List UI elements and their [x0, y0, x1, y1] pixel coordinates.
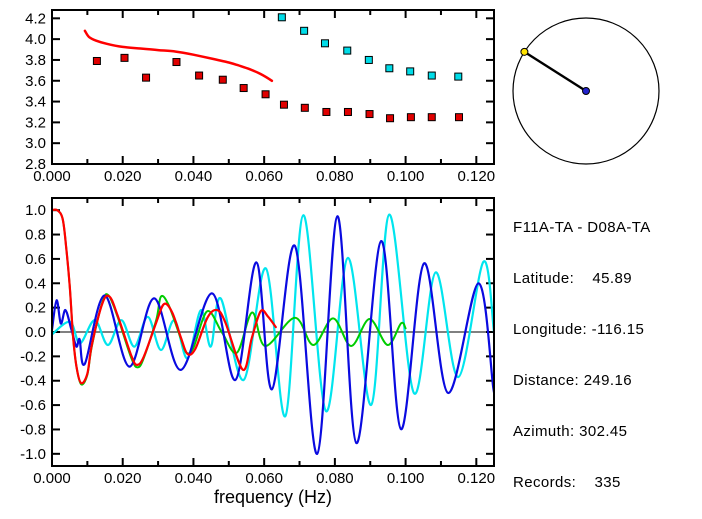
x-tick-label: 0.060 [245, 168, 283, 185]
group-velocity-picks-marker [261, 90, 270, 99]
station-center-dot [582, 87, 590, 95]
phase-velocity-picks-marker [300, 26, 309, 35]
group-velocity-picks-marker [120, 53, 129, 62]
y-tick-label: -1.0 [20, 446, 46, 463]
x-tick-label: 0.000 [33, 168, 71, 185]
phase-velocity-picks-marker [427, 71, 436, 80]
distance-line: Distance: 249.16 [513, 372, 632, 389]
group-velocity-picks-marker [172, 58, 181, 67]
x-tick-label: 0.040 [175, 168, 213, 185]
y-tick-label: 0.6 [25, 251, 46, 268]
phase-velocity-picks-marker [364, 55, 373, 64]
longitude-line: Longitude: -116.15 [513, 321, 645, 338]
azimuth-line: Azimuth: 302.45 [513, 423, 628, 440]
group-velocity-picks-marker [427, 113, 436, 122]
dial-circle [512, 17, 660, 165]
y-tick-label: 0.2 [25, 300, 46, 317]
y-tick-label: 2.8 [25, 156, 46, 173]
y-tick-label: 3.0 [25, 135, 46, 152]
group-velocity-picks-marker [279, 100, 288, 109]
y-tick-label: 3.4 [25, 94, 46, 111]
station-azimuth-dot [520, 47, 529, 56]
x-tick-label: 0.080 [316, 470, 354, 487]
group-velocity-picks-marker [454, 113, 463, 122]
plot-frame [51, 9, 495, 165]
y-tick-label: 4.0 [25, 31, 46, 48]
info-panel: F11A-TA - D08A-TA Latitude: 45.89 Longit… [513, 185, 651, 519]
x-tick-label: 0.080 [316, 168, 354, 185]
x-tick-label: 0.120 [458, 168, 496, 185]
group-velocity-picks-marker [406, 113, 415, 122]
x-tick-label: 0.020 [104, 470, 142, 487]
x-tick-label: 0.040 [175, 470, 213, 487]
y-tick-label: 3.6 [25, 73, 46, 90]
cross-spectrum-plot: 0.000 0.020 0.040 0.060 0.080 0.100 0.120 -1.0 -… [20, 197, 496, 507]
group-velocity-picks-marker [300, 103, 309, 112]
y-tick-label: -0.4 [20, 373, 46, 390]
records-line: Records: 335 [513, 474, 621, 491]
y-tick-label: 0.8 [25, 227, 46, 244]
x-tick-label: 0.000 [33, 470, 71, 487]
group-velocity-picks-marker [365, 110, 374, 119]
cyan-trace-series [51, 213, 495, 418]
dispersion-plot: 0.000 0.020 0.040 0.060 0.080 0.100 0.120 2.8 3.… [25, 9, 496, 185]
x-tick-label: 0.020 [104, 168, 142, 185]
y-tick-label: 0.4 [25, 275, 46, 292]
y-tick-label: 3.2 [25, 114, 46, 131]
plot-frame [51, 197, 495, 467]
x-tick-label: 0.060 [245, 470, 283, 487]
y-tick-label: 0.0 [25, 324, 46, 341]
station-pair-label: F11A-TA - D08A-TA [513, 219, 651, 236]
y-tick-label: -0.8 [20, 421, 46, 438]
y-tick-label: -0.6 [20, 397, 46, 414]
group-velocity-picks-marker [239, 84, 248, 93]
y-tick-label: 4.2 [25, 10, 46, 27]
azimuth-pointer [523, 50, 587, 93]
group-velocity-picks-marker [386, 114, 395, 123]
red-trace-series [51, 208, 277, 385]
phase-velocity-picks-marker [343, 46, 352, 55]
x-tick-label: 0.100 [387, 168, 425, 185]
phase-velocity-picks-marker [406, 67, 415, 76]
group-velocity-picks-marker [322, 107, 331, 116]
group-velocity-picks-marker [92, 56, 101, 65]
phase-velocity-picks-marker [277, 13, 286, 22]
phase-velocity-picks-marker [385, 64, 394, 73]
x-tick-label: 0.120 [458, 470, 496, 487]
model-dispersion-curve-series [83, 29, 274, 83]
phase-velocity-picks-marker [320, 39, 329, 48]
y-tick-label: 3.8 [25, 52, 46, 69]
phase-velocity-picks-marker [454, 72, 463, 81]
latitude-line: Latitude: 45.89 [513, 270, 632, 287]
group-velocity-picks-marker [343, 107, 352, 116]
y-tick-label: 1.0 [25, 202, 46, 219]
group-velocity-picks-marker [218, 75, 227, 84]
x-axis-label: frequency (Hz) [214, 487, 332, 507]
blue-trace-series [51, 215, 495, 455]
group-velocity-picks-marker [142, 73, 151, 82]
x-tick-label: 0.100 [387, 470, 425, 487]
azimuth-dial [512, 17, 660, 165]
y-tick-label: -0.2 [20, 348, 46, 365]
group-velocity-picks-marker [195, 71, 204, 80]
